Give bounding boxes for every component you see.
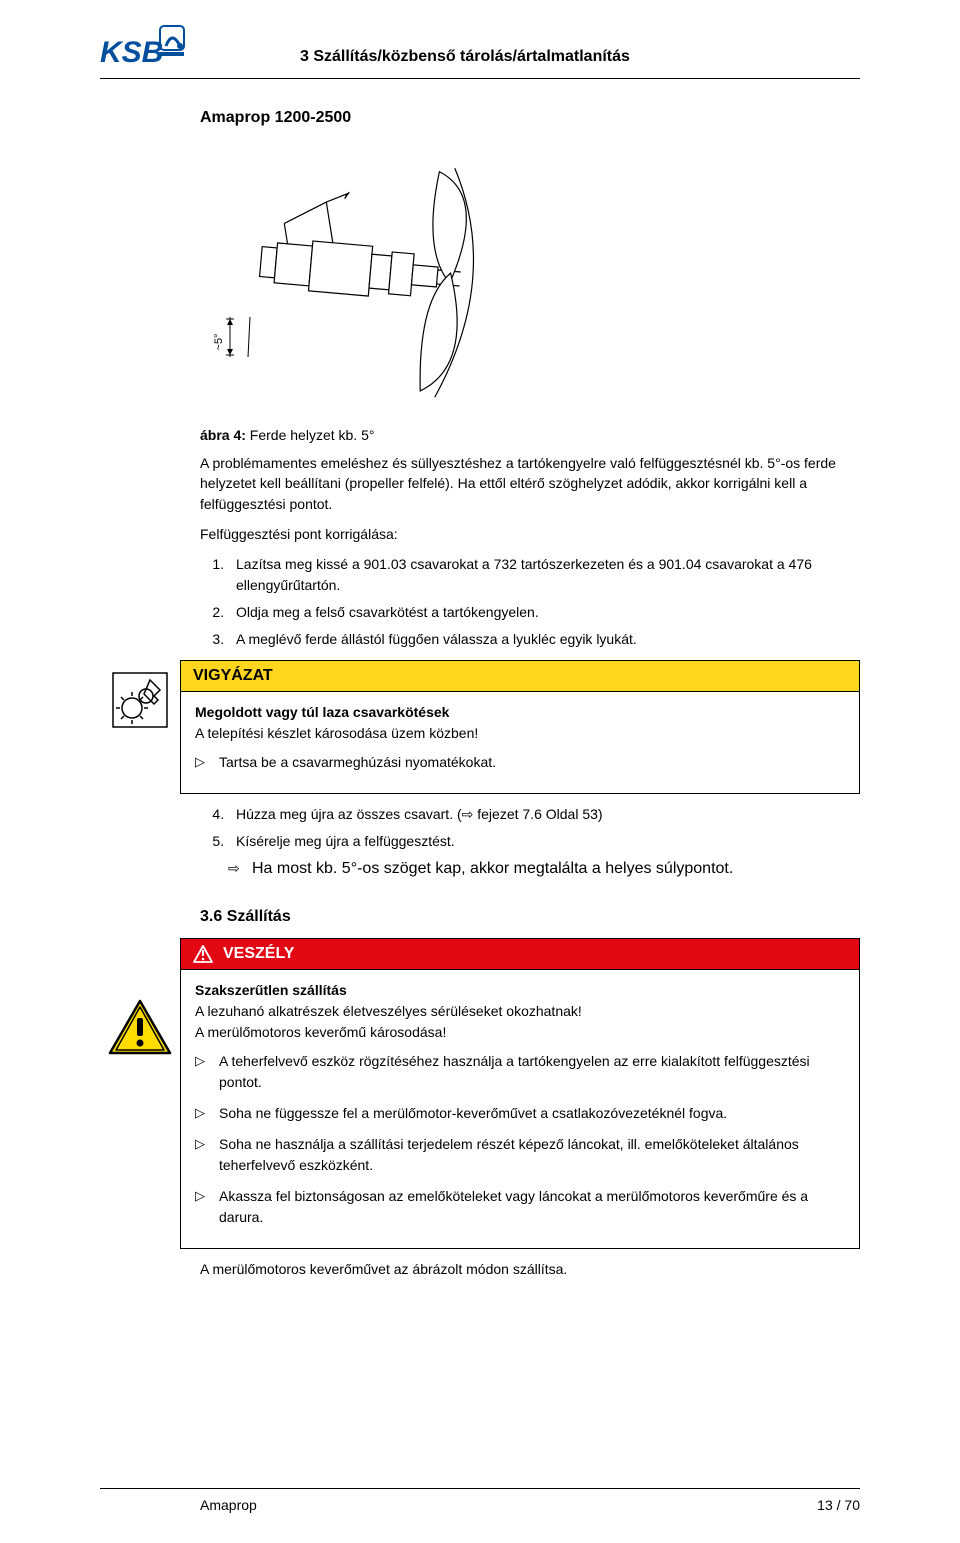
- step-item: Kísérelje meg újra a felfüggesztést.: [228, 831, 860, 852]
- paragraph-3: A merülőmotoros keverőművet az ábrázolt …: [200, 1259, 860, 1279]
- caution-bullets: Tartsa be a csavarmeghúzási nyomatékokat…: [195, 752, 845, 773]
- steps-list-a: Lazítsa meg kissé a 901.03 csavarokat a …: [200, 554, 860, 650]
- paragraph-2: Felfüggesztési pont korrigálása:: [200, 524, 860, 544]
- danger-triangle-icon: [193, 945, 213, 963]
- danger-block: VESZÉLY Szakszerűtlen szállítás A lezuha…: [100, 938, 860, 1249]
- steps-list-b: Húzza meg újra az összes csavart. (⇨ fej…: [200, 804, 860, 852]
- diagram-svg: ~5°: [200, 147, 520, 407]
- figure-caption: ábra 4: Ferde helyzet kb. 5°: [200, 427, 860, 443]
- page: KSB 3 Szállítás/közbenső tárolás/ártalma…: [0, 0, 960, 1543]
- danger-title: Szakszerűtlen szállítás: [195, 982, 347, 998]
- danger-header: VESZÉLY: [181, 939, 859, 970]
- result-line: Ha most kb. 5°-os szöget kap, akkor megt…: [228, 860, 860, 878]
- step-item: Lazítsa meg kissé a 901.03 csavarokat a …: [228, 554, 860, 596]
- danger-line-2: A merülőmotoros keverőmű károsodása!: [195, 1024, 446, 1040]
- section-3-6-heading: 3.6 Szállítás: [200, 908, 860, 926]
- step-item: Húzza meg újra az összes csavart. (⇨ fej…: [228, 804, 860, 825]
- caution-header: VIGYÁZAT: [181, 661, 859, 692]
- caution-body: Megoldott vagy túl laza csavarkötések A …: [181, 692, 859, 793]
- chapter-title: 3 Szállítás/közbenső tárolás/ártalmatlan…: [300, 48, 860, 70]
- figure-label-text: Ferde helyzet kb. 5°: [246, 427, 375, 443]
- bullet-item: Soha ne függessze fel a merülőmotor-keve…: [195, 1103, 845, 1124]
- caution-line: A telepítési készlet károsodása üzem köz…: [195, 725, 478, 741]
- danger-label: VESZÉLY: [223, 945, 294, 963]
- step-item: Oldja meg a felső csavarkötést a tartóke…: [228, 602, 860, 623]
- svg-text:KSB: KSB: [100, 36, 163, 69]
- step-item: A meglévő ferde állástól függően válassz…: [228, 629, 860, 650]
- product-title: Amaprop 1200-2500: [200, 109, 860, 127]
- caution-label: VIGYÁZAT: [193, 667, 273, 685]
- danger-bullets: A teherfelvevő eszköz rögzítéséhez haszn…: [195, 1051, 845, 1228]
- footer-page-number: 13 / 70: [817, 1497, 860, 1513]
- danger-line-1: A lezuhanó alkatrészek életveszélyes sér…: [195, 1003, 582, 1019]
- caution-title: Megoldott vagy túl laza csavarkötések: [195, 704, 449, 720]
- page-footer: Amaprop 13 / 70: [100, 1488, 860, 1513]
- brand-logo: KSB: [100, 20, 190, 70]
- page-header: KSB 3 Szállítás/közbenső tárolás/ártalma…: [100, 20, 860, 79]
- bullet-item: Tartsa be a csavarmeghúzási nyomatékokat…: [195, 752, 845, 773]
- figure-label-bold: ábra 4:: [200, 427, 246, 443]
- paragraph-1: A problémamentes emeléshez és süllyeszté…: [200, 453, 860, 514]
- wrench-gear-icon: [100, 660, 180, 794]
- bullet-item: A teherfelvevő eszköz rögzítéséhez haszn…: [195, 1051, 845, 1093]
- bullet-item: Soha ne használja a szállítási terjedele…: [195, 1134, 845, 1176]
- angle-label: ~5°: [213, 334, 225, 351]
- content-area: Amaprop 1200-2500: [200, 109, 860, 1279]
- danger-body: Szakszerűtlen szállítás A lezuhanó alkat…: [181, 970, 859, 1248]
- footer-product: Amaprop: [200, 1497, 257, 1513]
- warning-triangle-icon: [100, 938, 180, 1249]
- caution-block: VIGYÁZAT Megoldott vagy túl laza csavark…: [100, 660, 860, 794]
- bullet-item: Akassza fel biztonságosan az emelőkötele…: [195, 1186, 845, 1228]
- figure-4: ~5°: [200, 147, 860, 412]
